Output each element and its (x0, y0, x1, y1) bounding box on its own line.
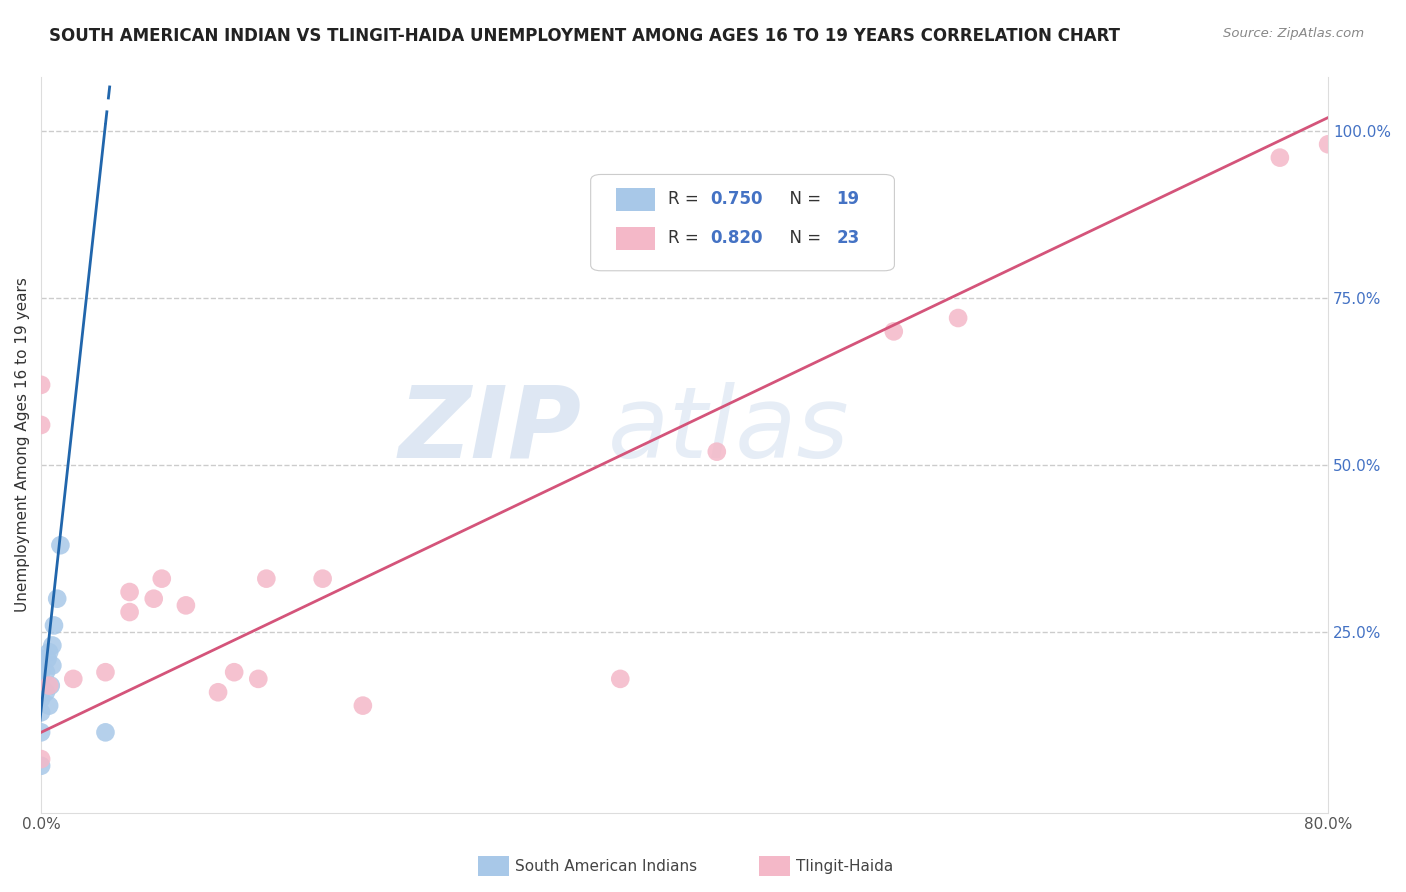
Point (142, 591, 165, 606)
Point (94, 665, 117, 680)
Point (30, 652, 52, 666)
Text: SOUTH AMERICAN INDIAN VS TLINGIT-HAIDA UNEMPLOYMENT AMONG AGES 16 TO 19 YEARS CO: SOUTH AMERICAN INDIAN VS TLINGIT-HAIDA U… (49, 27, 1121, 45)
Text: N =: N = (779, 229, 825, 247)
Text: 19: 19 (837, 191, 859, 209)
Point (946, 311, 969, 326)
Point (39, 679, 62, 693)
Point (30, 665, 52, 680)
Point (30, 679, 52, 693)
Text: N =: N = (779, 191, 825, 209)
Point (35, 685, 58, 699)
Point (207, 685, 229, 699)
Point (37, 652, 59, 666)
Text: 0.750: 0.750 (710, 191, 763, 209)
Point (38, 679, 60, 693)
Point (1317, 137, 1340, 152)
Point (62, 672, 84, 686)
Point (118, 585, 141, 599)
Point (41, 639, 63, 653)
Point (42, 618, 65, 632)
Point (35, 665, 58, 680)
FancyBboxPatch shape (591, 175, 894, 271)
Point (30, 706, 52, 720)
Text: atlas: atlas (607, 382, 849, 479)
Point (311, 572, 333, 586)
Point (49, 538, 72, 552)
Point (41, 658, 63, 673)
Point (38, 645, 60, 659)
Point (30, 725, 52, 739)
Point (254, 572, 277, 586)
Point (352, 698, 374, 713)
Text: Source: ZipAtlas.com: Source: ZipAtlas.com (1223, 27, 1364, 40)
Point (38, 698, 60, 713)
Point (1268, 151, 1291, 165)
FancyBboxPatch shape (616, 187, 655, 211)
Point (46, 591, 69, 606)
Point (30, 377, 52, 392)
Point (609, 672, 631, 686)
Point (30, 752, 52, 766)
Text: ZIP: ZIP (399, 382, 582, 479)
FancyBboxPatch shape (616, 227, 655, 250)
Point (94, 725, 117, 739)
Point (883, 325, 905, 339)
Text: R =: R = (668, 229, 704, 247)
Point (30, 417, 52, 432)
Y-axis label: Unemployment Among Ages 16 to 19 years: Unemployment Among Ages 16 to 19 years (15, 277, 30, 613)
Text: 23: 23 (837, 229, 859, 247)
Point (706, 444, 728, 458)
Point (224, 665, 246, 680)
Text: R =: R = (668, 191, 704, 209)
Point (30, 758, 52, 772)
Point (30, 692, 52, 706)
Text: 0.820: 0.820 (710, 229, 763, 247)
Point (174, 599, 197, 613)
Text: Tlingit-Haida: Tlingit-Haida (796, 859, 893, 873)
Point (150, 572, 173, 586)
Text: South American Indians: South American Indians (515, 859, 697, 873)
Point (118, 605, 141, 619)
Point (247, 672, 270, 686)
